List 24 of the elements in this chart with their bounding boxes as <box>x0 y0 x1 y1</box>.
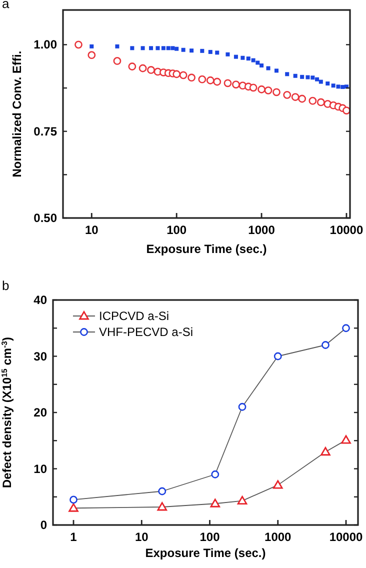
x-tick-label: 1 <box>70 530 78 544</box>
y-tick-label: 0 <box>40 518 48 532</box>
chart-title: a <box>2 0 10 11</box>
y-axis-title: Normalized Conv. Effi. <box>10 50 24 178</box>
chart-title: b <box>2 278 10 293</box>
y-tick-label: 40 <box>34 293 48 307</box>
y-tick-label: 10 <box>34 462 48 476</box>
x-tick-label: 10 <box>84 223 99 237</box>
x-tick-label: 1000 <box>248 223 276 237</box>
x-tick-label: 100 <box>200 530 220 544</box>
x-tick-label: 1000 <box>264 530 292 544</box>
y-tick-label: 0.50 <box>34 211 58 225</box>
x-tick-label: 10 <box>134 530 149 544</box>
x-tick-label: 10000 <box>330 223 364 237</box>
y-tick-label: 20 <box>34 406 48 420</box>
x-axis-title: Exposure Time (sec.) <box>145 546 266 560</box>
y-tick-label: 30 <box>34 349 48 364</box>
legend-label: VHF-PECVD a-Si <box>99 325 194 339</box>
x-tick-label: 100 <box>166 223 187 237</box>
y-tick-label: 1.00 <box>34 38 58 52</box>
y-tick-label: 0.75 <box>34 124 58 138</box>
legend-label: ICPCVD a-Si <box>99 309 170 323</box>
x-tick-label: 10000 <box>329 530 364 544</box>
x-axis-title: Exposure Time (sec.) <box>146 242 267 256</box>
